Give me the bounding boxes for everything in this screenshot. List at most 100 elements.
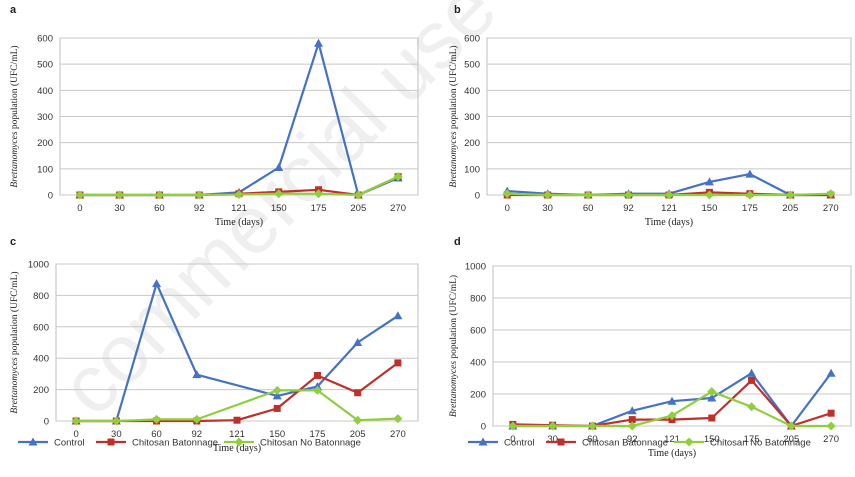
data-point	[786, 421, 796, 431]
y-tick-label: 600	[33, 322, 49, 333]
legend-label: Chitosan Batonnage	[582, 438, 668, 449]
x-tick-label: 60	[587, 434, 598, 445]
legend-marker	[684, 437, 694, 447]
y-tick-label: 300	[464, 112, 480, 123]
data-point	[543, 190, 553, 200]
y-tick-label: 600	[464, 34, 480, 45]
data-point	[233, 416, 241, 424]
y-tick-label: 200	[464, 138, 480, 149]
data-point	[826, 189, 836, 199]
x-tick-label: 270	[390, 203, 406, 214]
legend-item: Chitosan No Batonnage	[224, 437, 361, 449]
legend: Control Chitosan Batonnage Chitosan No Bat…	[468, 437, 811, 449]
data-point	[274, 189, 284, 199]
series-control	[71, 279, 403, 425]
data-point	[312, 385, 322, 395]
x-tick-label: 205	[350, 203, 366, 214]
x-tick-label: 270	[823, 203, 839, 214]
series-chitosan-no-batonnage	[502, 189, 836, 200]
legend-item: Chitosan No Batonnage	[674, 437, 811, 449]
data-point	[785, 190, 795, 200]
y-tick-label: 0	[44, 417, 49, 428]
x-tick-label: 92	[627, 434, 638, 445]
x-tick-label: 0	[77, 203, 82, 214]
x-tick-label: 0	[73, 429, 78, 440]
data-point	[587, 421, 597, 431]
y-axis-label: Brettanomyces population (UFC/mL)	[448, 275, 459, 417]
legend-label: Chitosan No Batonnage	[710, 438, 811, 449]
chart-panel-b: b 0 100 200 300 400 500 600 0 30 60 92 121 150 175 205 2…	[448, 4, 852, 228]
y-tick-label: 400	[470, 358, 486, 369]
data-point	[274, 163, 284, 172]
x-tick-label: 150	[271, 203, 287, 214]
x-tick-label: 121	[231, 203, 247, 214]
x-tick-label: 150	[269, 429, 285, 440]
x-axis-label: Time (days)	[645, 217, 693, 228]
data-point	[826, 421, 836, 431]
x-tick-label: 175	[742, 203, 758, 214]
data-point	[548, 421, 558, 431]
y-tick-label: 400	[33, 354, 49, 365]
x-tick-label: 60	[151, 429, 162, 440]
y-tick-label: 500	[37, 60, 53, 71]
x-tick-label: 60	[583, 203, 594, 214]
y-tick-label: 0	[48, 191, 53, 202]
x-tick-label: 0	[510, 434, 515, 445]
data-point	[747, 402, 757, 412]
legend-label: Chitosan No Batonnage	[260, 438, 361, 449]
x-tick-label: 270	[390, 429, 406, 440]
watermark: commercial use	[43, 0, 513, 433]
data-point	[272, 391, 282, 400]
y-axis-label: Brettanomyces population (UFC/mL)	[9, 45, 20, 187]
watermark-text: commercial use	[43, 0, 513, 433]
legend-label: Chitosan Batonnage	[132, 438, 218, 449]
data-point	[393, 311, 403, 320]
x-axis-label: Time (days)	[213, 443, 261, 454]
data-point	[826, 368, 836, 377]
y-tick-label: 800	[33, 291, 49, 302]
legend-marker	[107, 438, 115, 446]
panel-letter: b	[454, 4, 461, 16]
legends: Control Chitosan Batonnage Chitosan No Bat…	[18, 437, 811, 449]
data-point	[664, 190, 674, 200]
x-tick-label: 175	[744, 434, 760, 445]
data-point	[272, 385, 282, 395]
data-point	[393, 172, 403, 182]
y-tick-label: 100	[464, 164, 480, 175]
data-point	[71, 416, 81, 426]
data-point	[154, 190, 164, 200]
series-line	[76, 282, 399, 423]
data-point	[827, 409, 835, 417]
legend-item: Control	[18, 437, 85, 449]
y-tick-label: 500	[464, 60, 480, 71]
x-tick-label: 30	[547, 434, 558, 445]
y-tick-label: 200	[37, 138, 53, 149]
data-point	[314, 38, 324, 47]
data-point	[314, 189, 324, 199]
data-point	[627, 406, 637, 415]
y-tick-label: 400	[37, 86, 53, 97]
y-tick-label: 400	[464, 86, 480, 97]
y-tick-label: 200	[470, 390, 486, 401]
data-point	[667, 411, 677, 421]
data-point	[708, 414, 716, 422]
data-point	[354, 389, 362, 397]
y-tick-label: 1000	[28, 260, 49, 271]
y-axis-label: Brettanomyces population (UFC/mL)	[448, 45, 459, 187]
y-tick-label: 200	[33, 385, 49, 396]
series-chitosan-no-batonnage	[71, 385, 403, 426]
legend-marker	[557, 438, 565, 446]
x-tick-label: 92	[623, 203, 634, 214]
data-point	[667, 396, 677, 405]
legend-item: Chitosan Batonnage	[546, 438, 668, 449]
x-tick-label: 205	[350, 429, 366, 440]
x-tick-label: 92	[194, 203, 205, 214]
data-point	[745, 190, 755, 200]
y-tick-label: 1000	[465, 262, 486, 273]
x-tick-label: 270	[823, 434, 839, 445]
panel-letter: a	[10, 4, 17, 16]
data-point	[75, 190, 85, 200]
data-point	[583, 190, 593, 200]
y-tick-label: 0	[481, 422, 486, 433]
